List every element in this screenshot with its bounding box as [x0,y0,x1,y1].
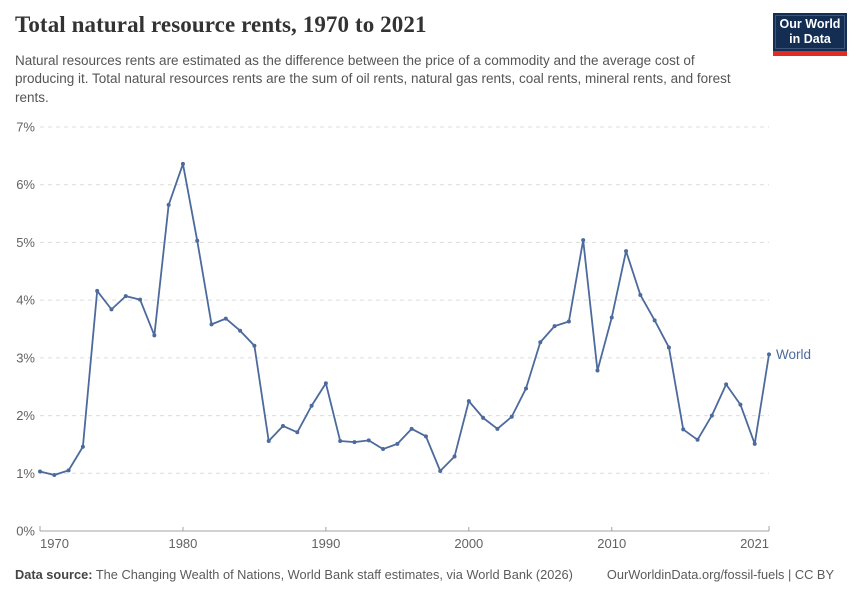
data-point[interactable] [609,315,614,320]
data-source-text: The Changing Wealth of Nations, World Ba… [92,567,573,582]
x-tick-label: 2000 [454,536,483,551]
y-tick-label: 0% [16,524,35,539]
owid-logo-line2: in Data [789,32,831,46]
data-point[interactable] [581,238,586,243]
data-point[interactable] [323,381,328,386]
page-title: Total natural resource rents, 1970 to 20… [15,12,427,37]
data-point[interactable] [524,386,528,391]
data-point[interactable] [38,469,42,474]
chart-footer: Data source: The Changing Wealth of Nati… [15,567,834,582]
data-point[interactable] [266,438,271,443]
data-source-label: Data source: [15,567,93,582]
data-point[interactable] [209,322,214,327]
data-point[interactable] [724,382,729,387]
series-label-world[interactable]: World [776,347,811,362]
owid-logo-red-bar [773,51,847,56]
y-tick-label: 5% [16,235,35,250]
data-point[interactable] [352,440,357,445]
data-point[interactable] [566,319,571,324]
data-point[interactable] [66,468,71,473]
data-point[interactable] [180,161,185,166]
data-point[interactable] [338,438,343,443]
data-point[interactable] [395,441,400,446]
data-point[interactable] [252,343,257,348]
data-source-note: Data source: The Changing Wealth of Nati… [15,567,573,582]
data-point[interactable] [152,333,157,338]
x-tick-label: 1970 [40,536,69,551]
data-point[interactable] [95,288,100,293]
data-point[interactable] [409,426,414,431]
data-point[interactable] [295,430,300,435]
data-point[interactable] [366,438,371,443]
data-point[interactable] [423,434,428,439]
owid-logo-box: Our World in Data [773,13,847,51]
data-point[interactable] [709,413,714,418]
data-point[interactable] [681,427,686,432]
data-point[interactable] [638,292,643,297]
data-point[interactable] [652,318,657,323]
data-point[interactable] [538,340,543,345]
data-point[interactable] [238,328,243,333]
x-tick-label: 2021 [740,536,769,551]
data-point[interactable] [123,294,128,299]
data-point[interactable] [767,352,771,357]
data-point[interactable] [109,307,114,312]
owid-logo[interactable]: Our World in Data [773,13,847,56]
data-point[interactable] [138,297,143,302]
data-point[interactable] [466,399,471,404]
x-tick-label: 1990 [311,536,340,551]
data-point[interactable] [166,202,171,207]
y-tick-label: 3% [16,350,35,365]
data-point[interactable] [666,345,671,350]
chart-subtitle: Natural resources rents are estimated as… [15,53,731,105]
data-point[interactable] [752,441,757,446]
world-line[interactable] [39,163,770,476]
x-tick-label: 2010 [597,536,626,551]
y-tick-label: 2% [16,408,35,423]
data-point[interactable] [495,426,500,431]
data-point[interactable] [738,402,743,407]
y-tick-label: 1% [16,466,35,481]
owid-logo-line1: Our World [779,17,841,32]
data-point[interactable] [695,437,700,442]
data-point[interactable] [595,368,600,373]
data-point[interactable] [281,423,285,428]
data-point[interactable] [309,403,314,408]
data-point[interactable] [223,316,228,321]
data-point[interactable] [195,238,200,243]
y-tick-label: 4% [16,293,35,308]
data-point[interactable] [509,414,514,419]
data-point[interactable] [624,249,629,254]
data-point[interactable] [481,415,486,420]
data-point[interactable] [438,468,443,473]
data-point[interactable] [80,444,85,449]
data-point[interactable] [381,447,386,452]
data-point[interactable] [452,454,457,459]
y-tick-label: 7% [16,120,35,135]
attribution-link[interactable]: OurWorldinData.org/fossil-fuels | CC BY [606,567,834,582]
y-tick-label: 6% [16,177,35,192]
data-point[interactable] [552,324,557,329]
data-point[interactable] [52,473,57,478]
x-tick-label: 1980 [168,536,197,551]
